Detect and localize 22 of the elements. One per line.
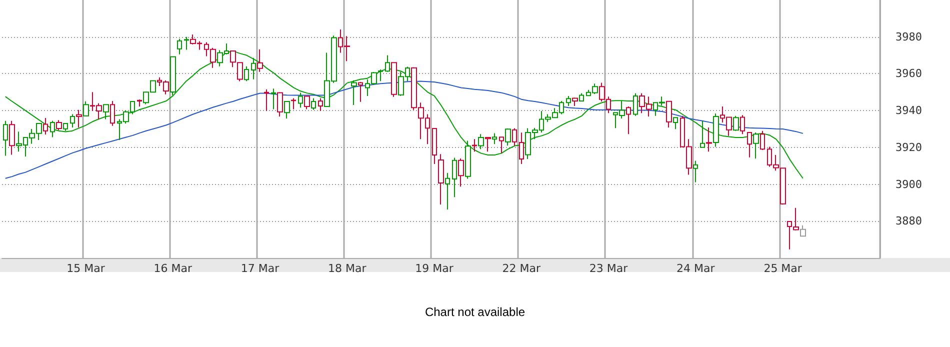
- x-tick-label: 23 Mar: [589, 262, 628, 275]
- text: Chart not available: [424, 305, 526, 319]
- y-tick-label: 3980: [896, 30, 922, 44]
- line-series: [4, 80, 804, 179]
- candlestick: [432, 128, 437, 165]
- x-tick-label: 17 Mar: [240, 262, 280, 275]
- y-tick-label: 3880: [896, 214, 922, 228]
- candlestick: [291, 98, 296, 110]
- candlestick: [378, 68, 383, 82]
- y-tick-label: 3900: [896, 178, 922, 191]
- x-tick-label: 18 Mar: [328, 262, 367, 275]
- x-tick-label: 24 Mar: [676, 262, 716, 275]
- candlestick: [177, 38, 182, 55]
- x-tick-label: 22 Mar: [502, 262, 542, 275]
- x-tick-label: 16 Mar: [154, 262, 193, 275]
- x-tick-label: 25 Mar: [764, 262, 802, 275]
- y-tick-label: 3960: [896, 67, 922, 80]
- x-tick-label: 19 Mar: [415, 262, 454, 275]
- candlestick: [264, 88, 269, 112]
- y-tick-label: 3920: [896, 140, 922, 154]
- y-tick-label: 3940: [896, 104, 922, 118]
- x-tick-label: 15 Mar: [66, 262, 106, 275]
